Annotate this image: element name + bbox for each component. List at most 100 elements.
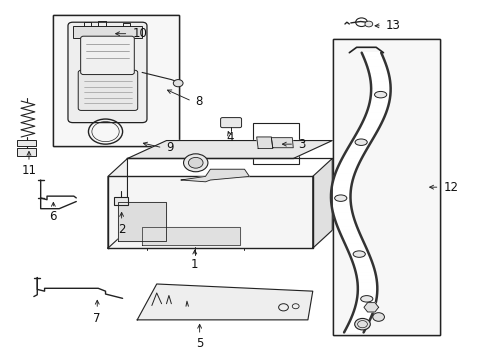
Bar	[53, 15, 178, 146]
Polygon shape	[357, 127, 379, 131]
Text: 9: 9	[166, 141, 174, 154]
Polygon shape	[363, 303, 378, 312]
Polygon shape	[368, 102, 388, 106]
Polygon shape	[108, 230, 331, 248]
Text: 2: 2	[118, 223, 125, 236]
Polygon shape	[357, 287, 377, 290]
Bar	[17, 140, 36, 146]
Polygon shape	[353, 134, 375, 138]
Polygon shape	[330, 201, 350, 205]
Polygon shape	[142, 226, 239, 244]
Circle shape	[183, 154, 207, 172]
Polygon shape	[347, 145, 368, 148]
Polygon shape	[363, 56, 384, 60]
Polygon shape	[338, 162, 359, 166]
Polygon shape	[333, 216, 354, 219]
Polygon shape	[330, 198, 350, 201]
Polygon shape	[370, 88, 390, 92]
Polygon shape	[330, 194, 350, 198]
Polygon shape	[370, 81, 390, 85]
Polygon shape	[127, 140, 331, 158]
Text: 10: 10	[132, 27, 147, 40]
Bar	[53, 15, 178, 146]
Ellipse shape	[360, 296, 372, 302]
Polygon shape	[339, 159, 361, 162]
Polygon shape	[347, 251, 368, 255]
Text: 7: 7	[93, 312, 101, 325]
Polygon shape	[332, 180, 352, 184]
Polygon shape	[355, 131, 377, 134]
Polygon shape	[137, 284, 312, 320]
Text: 11: 11	[21, 164, 37, 177]
Polygon shape	[343, 152, 365, 156]
Polygon shape	[356, 297, 376, 301]
Text: 12: 12	[443, 181, 458, 194]
Polygon shape	[364, 60, 385, 63]
Polygon shape	[337, 226, 358, 230]
Text: 3: 3	[298, 138, 305, 150]
Polygon shape	[357, 290, 377, 293]
FancyBboxPatch shape	[68, 22, 147, 123]
Polygon shape	[366, 67, 387, 71]
Ellipse shape	[334, 195, 346, 201]
Polygon shape	[108, 158, 127, 248]
Bar	[332, 40, 439, 335]
FancyBboxPatch shape	[220, 118, 241, 128]
Polygon shape	[367, 106, 387, 109]
Bar	[114, 197, 128, 205]
Text: 5: 5	[196, 337, 203, 350]
Polygon shape	[355, 272, 375, 276]
Text: 13: 13	[385, 19, 400, 32]
Polygon shape	[349, 255, 370, 258]
Polygon shape	[312, 158, 331, 248]
Polygon shape	[341, 237, 362, 240]
Polygon shape	[369, 99, 389, 102]
Polygon shape	[370, 85, 390, 88]
Polygon shape	[334, 219, 355, 222]
Polygon shape	[340, 233, 361, 237]
Polygon shape	[369, 77, 389, 81]
Polygon shape	[361, 120, 382, 123]
Ellipse shape	[354, 139, 366, 145]
Polygon shape	[346, 325, 366, 329]
Polygon shape	[349, 141, 371, 145]
Polygon shape	[330, 187, 350, 191]
Polygon shape	[344, 329, 365, 332]
Polygon shape	[359, 123, 381, 127]
Bar	[73, 26, 142, 39]
Polygon shape	[356, 276, 376, 279]
Polygon shape	[355, 301, 375, 304]
Polygon shape	[368, 74, 389, 77]
Polygon shape	[345, 148, 366, 152]
Polygon shape	[352, 262, 372, 265]
Text: 6: 6	[49, 211, 57, 224]
Polygon shape	[343, 240, 364, 244]
Polygon shape	[367, 71, 388, 74]
Polygon shape	[332, 212, 352, 216]
Polygon shape	[366, 109, 386, 113]
Polygon shape	[271, 138, 293, 148]
Polygon shape	[347, 322, 368, 325]
Polygon shape	[181, 169, 249, 182]
Polygon shape	[370, 92, 390, 95]
FancyBboxPatch shape	[81, 36, 134, 75]
Polygon shape	[369, 95, 389, 99]
Polygon shape	[341, 156, 363, 159]
Polygon shape	[335, 170, 356, 173]
Polygon shape	[334, 173, 354, 177]
Ellipse shape	[374, 91, 386, 98]
Polygon shape	[118, 202, 166, 241]
Polygon shape	[353, 308, 374, 311]
Polygon shape	[352, 311, 373, 315]
Polygon shape	[331, 184, 351, 187]
Text: 1: 1	[191, 258, 198, 271]
Bar	[253, 123, 299, 164]
Polygon shape	[331, 205, 351, 208]
Polygon shape	[338, 230, 359, 233]
Polygon shape	[365, 113, 385, 116]
Circle shape	[364, 21, 372, 27]
Polygon shape	[366, 63, 386, 67]
Polygon shape	[330, 191, 350, 194]
Circle shape	[354, 319, 369, 330]
Polygon shape	[354, 304, 375, 308]
